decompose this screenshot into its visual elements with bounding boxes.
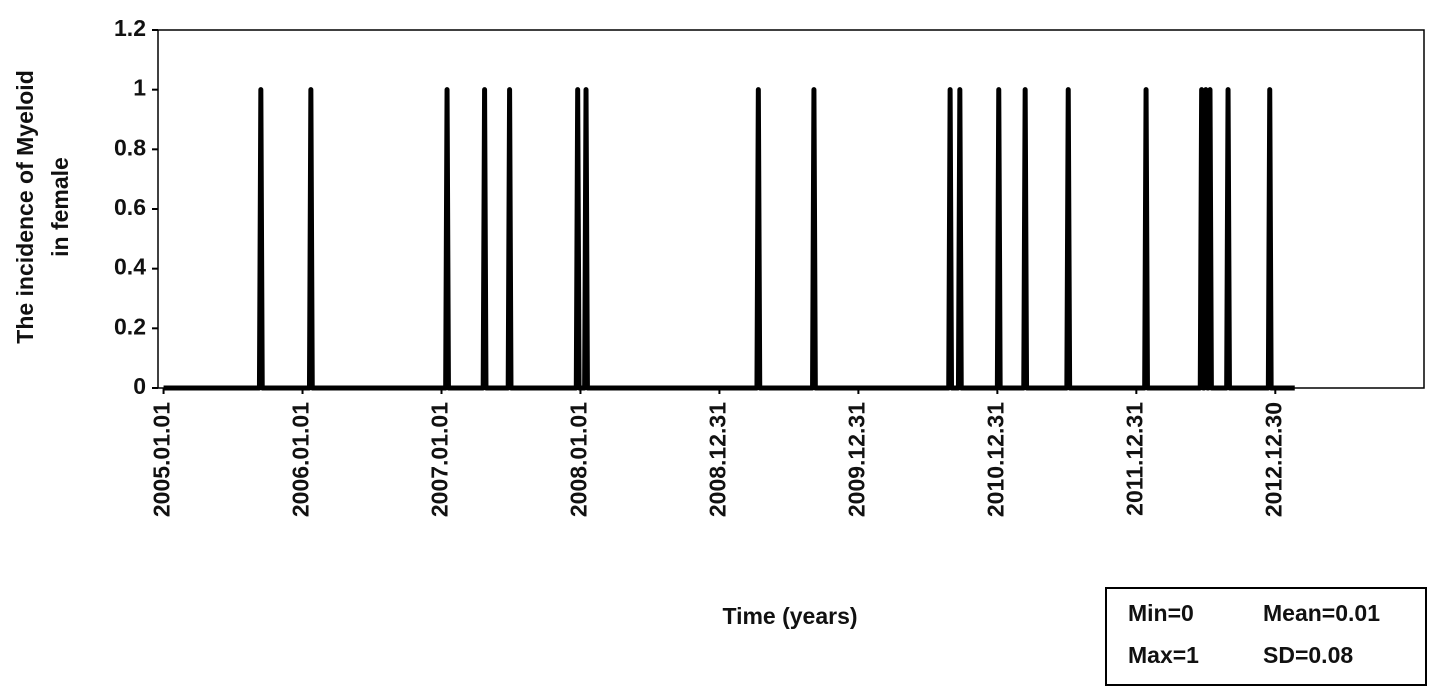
y-axis-title: in female [47, 157, 73, 257]
plot-frame [157, 29, 1425, 389]
x-tick-label: 2009.12.31 [843, 402, 869, 517]
x-tick-label: 2011.12.31 [1121, 402, 1147, 516]
stat: Max=1 [1128, 642, 1199, 668]
y-tick-label: 0.2 [114, 313, 146, 339]
stat: Min=0 [1128, 600, 1194, 626]
x-tick-label: 2006.01.01 [288, 402, 314, 517]
x-tick-label: 2008.01.01 [566, 402, 592, 517]
y-tick-label: 1 [133, 75, 146, 101]
x-tick-label: 2007.01.01 [427, 402, 453, 517]
y-tick-label: 0.6 [114, 194, 146, 220]
x-tick-label: 2012.12.30 [1260, 402, 1286, 517]
y-tick-label: 0.4 [114, 254, 146, 280]
x-tick-label: 2008.12.31 [705, 402, 731, 517]
y-tick-label: 1.2 [114, 15, 146, 41]
y-tick-label: 0.8 [114, 134, 146, 160]
data-line [163, 87, 1295, 391]
x-tick-label: 2005.01.01 [149, 402, 175, 517]
stats-box [1105, 587, 1427, 686]
y-tick-label: 0 [133, 373, 146, 399]
x-axis-title: Time (years) [722, 603, 857, 629]
y-axis-title: The incidence of Myeloid [12, 70, 38, 343]
x-tick-label: 2010.12.31 [982, 402, 1008, 517]
stat: SD=0.08 [1263, 642, 1353, 668]
stat: Mean=0.01 [1263, 600, 1380, 626]
